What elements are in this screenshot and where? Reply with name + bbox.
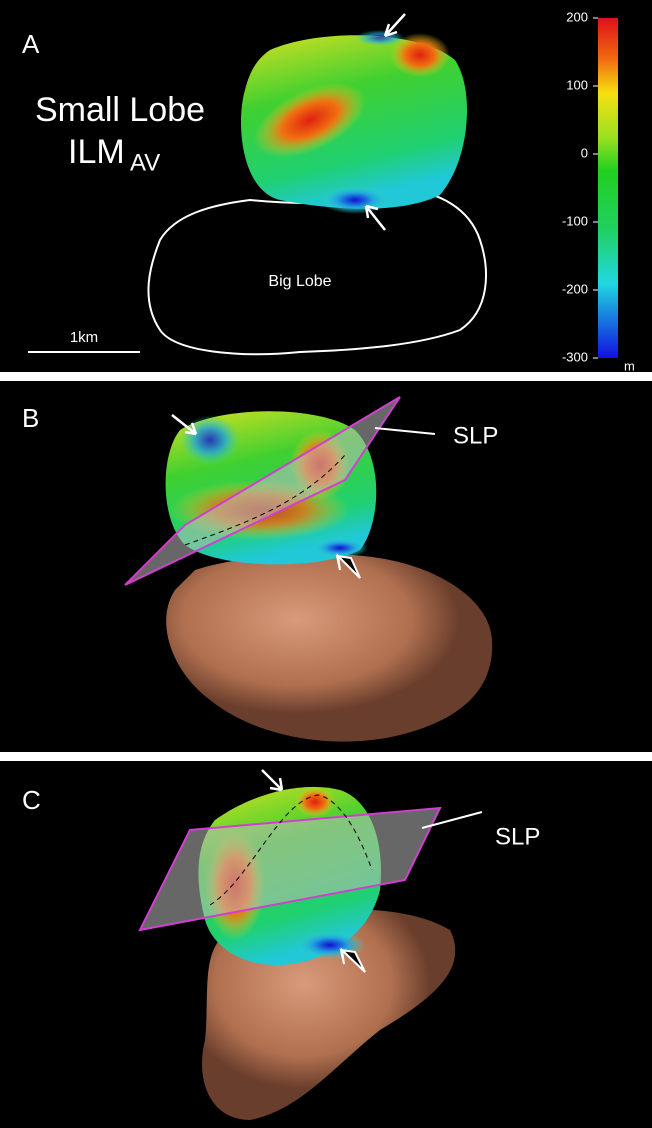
panel-label: A xyxy=(22,29,40,59)
panel-title: Small Lobe xyxy=(35,91,205,129)
panel-label: B xyxy=(22,403,39,433)
arrow xyxy=(339,947,366,973)
colorbar-tick-label: -200 xyxy=(562,281,588,296)
big-lobe xyxy=(166,553,493,742)
colorbar xyxy=(598,18,618,358)
arrow xyxy=(261,769,284,792)
plane-label: SLP xyxy=(495,823,540,850)
intersection-line xyxy=(184,454,346,546)
colorbar-ticks: 200 100 0 -100 -200 -300 xyxy=(562,9,598,364)
arrow xyxy=(383,13,406,38)
panel-label: C xyxy=(22,785,41,815)
panel-subtitle: ILM xyxy=(68,133,125,171)
small-lobe-map xyxy=(241,30,467,214)
colorbar-tick-label: 0 xyxy=(581,145,588,160)
colorbar-tick-label: 200 xyxy=(566,9,588,24)
colorbar-unit: m xyxy=(624,358,635,373)
arrow xyxy=(335,553,361,579)
leader-line xyxy=(374,427,436,435)
leader-line xyxy=(421,811,483,829)
plane xyxy=(138,806,442,932)
colorbar-tick-label: 100 xyxy=(566,77,588,92)
colorbar-tick-label: -100 xyxy=(562,213,588,228)
scale-bar-label: 1km xyxy=(70,329,98,346)
colorbar-tick-label: -300 xyxy=(562,349,588,364)
panel-subscript: AV xyxy=(130,149,160,176)
arrow xyxy=(171,414,198,436)
arrow xyxy=(364,204,386,231)
plane xyxy=(124,396,401,586)
plane-label: SLP xyxy=(453,422,498,449)
annotation: Big Lobe xyxy=(268,273,331,290)
